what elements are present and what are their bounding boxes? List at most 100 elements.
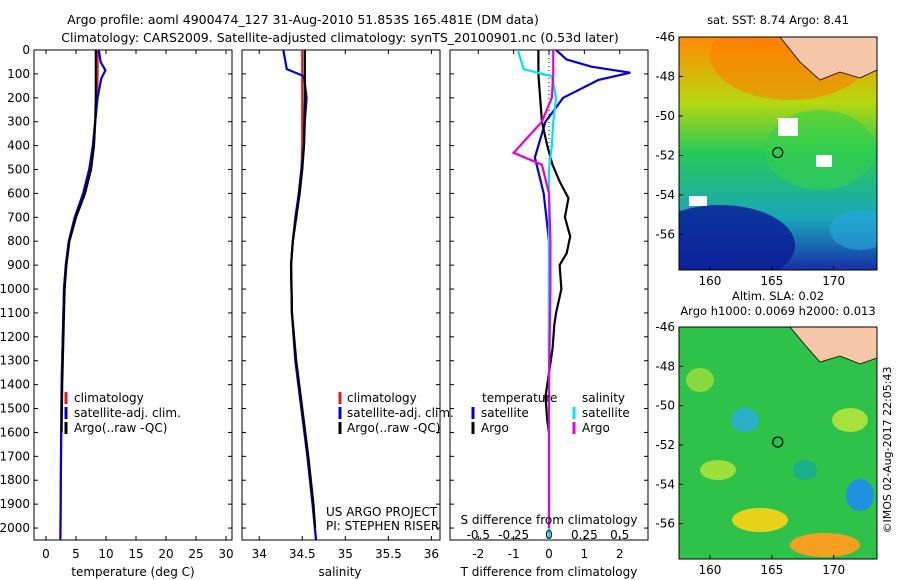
y-tick-label: 300 [7, 115, 30, 129]
figure-title-line2: Climatology: CARS2009. Satellite-adjuste… [61, 30, 618, 45]
imos-stamp: ©IMOS 02-Aug-2017 22:05:43 [881, 367, 894, 534]
x-tick-label: 10 [98, 547, 113, 561]
series-line-climatology [59, 50, 99, 540]
legend-climatology-label: climatology [347, 391, 417, 405]
series-line-satellite [516, 50, 558, 540]
map-y-tick-label: -54 [655, 188, 675, 202]
map-y-tick-label: -46 [655, 320, 675, 334]
x-tick-label: 5 [72, 547, 80, 561]
x-tick-label: 15 [128, 547, 143, 561]
temperature-xlabel: temperature (deg C) [71, 565, 194, 579]
series-line-satelliteadjclim [282, 50, 318, 540]
salinity-panel: 34 34.5 35 35.5 36 salinity climatology sate… [241, 49, 454, 579]
y-tick-label: 1100 [0, 306, 30, 320]
sla-field [679, 327, 877, 559]
map-x-tick-label: 170 [822, 563, 845, 577]
y-tick-label: 1400 [0, 378, 30, 392]
temperature-legend: climatology satellite-adj. clim. Argo(..… [64, 391, 181, 435]
map-x-tick-label: 165 [760, 563, 783, 577]
y-tick-label: 400 [7, 139, 30, 153]
s-tick-label: -0.25 [498, 528, 529, 542]
legend-header-salinity: salinity [582, 391, 625, 405]
difference-panel: -2 -1 0 1 2 S difference from climatology -0… [449, 49, 649, 579]
t-difference-xlabel: T difference from climatology [460, 565, 638, 579]
sla-patch [700, 460, 736, 480]
sst-cold-patch [679, 205, 795, 270]
map-x-tick-label: 170 [822, 274, 845, 288]
sst-map-frame [678, 36, 878, 271]
sla-float-marker [772, 436, 784, 448]
sla-map-title-line1: Altim. SLA: 0.02 [732, 289, 824, 303]
legend-t-argo-label: Argo [481, 421, 509, 435]
x-tick-label: -2 [472, 547, 484, 561]
salinity-axes-box [241, 49, 441, 541]
legend-argo-label: Argo(..raw -QC) [74, 421, 167, 435]
map-y-tick-label: -52 [655, 438, 675, 452]
x-tick-label: 1 [581, 547, 589, 561]
sla-coastline [789, 327, 877, 365]
y-tick-label: 800 [7, 234, 30, 248]
y-tick-label: 1600 [0, 425, 30, 439]
map-y-tick-label: -52 [655, 148, 675, 162]
x-tick-label: 34 [252, 547, 267, 561]
sst-map: sat. SST: 8.74 Argo: 8.41 160 165 170 -46 -4… [655, 13, 878, 288]
x-tick-label: 35.5 [375, 547, 402, 561]
pi-credit: PI: STEPHEN RISER [326, 519, 439, 533]
y-tick-label: 900 [7, 258, 30, 272]
difference-legend: temperature salinity satellite Argo sate… [471, 391, 630, 435]
y-tick-label: 1000 [0, 282, 30, 296]
map-x-tick-label: 160 [698, 274, 721, 288]
legend-t-satellite-label: satellite [481, 406, 529, 420]
map-y-tick-label: -56 [655, 517, 675, 531]
sla-map-title-line2: Argo h1000: 0.0069 h2000: 0.013 [680, 304, 875, 318]
sst-cloud-mask [778, 118, 798, 136]
x-tick-label: 34.5 [289, 547, 316, 561]
map-y-tick-label: -50 [655, 399, 675, 413]
y-tick-label: 200 [7, 91, 30, 105]
temperature-axes-box [33, 49, 233, 541]
s-tick-label: 0.5 [610, 528, 629, 542]
map-x-tick-label: 165 [760, 274, 783, 288]
y-tick-label: 0 [22, 43, 30, 57]
y-tick-label: 1200 [0, 330, 30, 344]
s-tick-label: 0 [545, 528, 553, 542]
salinity-legend: climatology satellite-adj. clim. Argo(..… [338, 391, 454, 435]
series-line-argorawqc [289, 50, 317, 529]
legend-s-satellite-label: satellite [582, 406, 630, 420]
y-tick-label: 1300 [0, 354, 30, 368]
x-tick-label: 0 [42, 547, 50, 561]
map-y-tick-label: -48 [655, 359, 675, 373]
series-line-satelliteadjclim [59, 50, 107, 540]
sla-patch [793, 460, 817, 480]
s-tick-label: -0.5 [467, 528, 490, 542]
y-tick-label: 500 [7, 163, 30, 177]
x-tick-label: 30 [218, 547, 233, 561]
sla-patch [832, 408, 868, 432]
sla-patch [846, 479, 874, 511]
y-tick-label: 600 [7, 186, 30, 200]
y-tick-label: 1800 [0, 473, 30, 487]
y-tick-label: 1700 [0, 449, 30, 463]
x-tick-label: 36 [424, 547, 439, 561]
sla-patch [732, 508, 788, 532]
series-line-argorawqc [60, 50, 97, 433]
sla-map: Altim. SLA: 0.02 Argo h1000: 0.0069 h200… [655, 289, 878, 577]
y-tick-label: 1900 [0, 497, 30, 511]
y-tick-label: 2000 [0, 521, 30, 535]
sla-map-frame [678, 326, 878, 560]
s-difference-label: S difference from climatology [461, 513, 638, 527]
sla-patch [790, 533, 860, 557]
legend-s-argo-label: Argo [582, 421, 610, 435]
x-tick-label: -1 [508, 547, 520, 561]
map-y-tick-label: -54 [655, 477, 675, 491]
map-y-tick-label: -46 [655, 30, 675, 44]
salinity-xlabel: salinity [318, 565, 361, 579]
legend-header-temperature: temperature [482, 391, 557, 405]
sst-cloud-mask [816, 155, 832, 167]
series-line-argo [511, 50, 555, 529]
temperature-panel: 0 5 10 15 20 25 300100200300400500600700800900… [0, 43, 234, 579]
sst-float-marker [772, 146, 784, 159]
map-y-tick-label: -48 [655, 69, 675, 83]
figure-title-line1: Argo profile: aoml 4900474_127 31-Aug-20… [67, 12, 539, 27]
